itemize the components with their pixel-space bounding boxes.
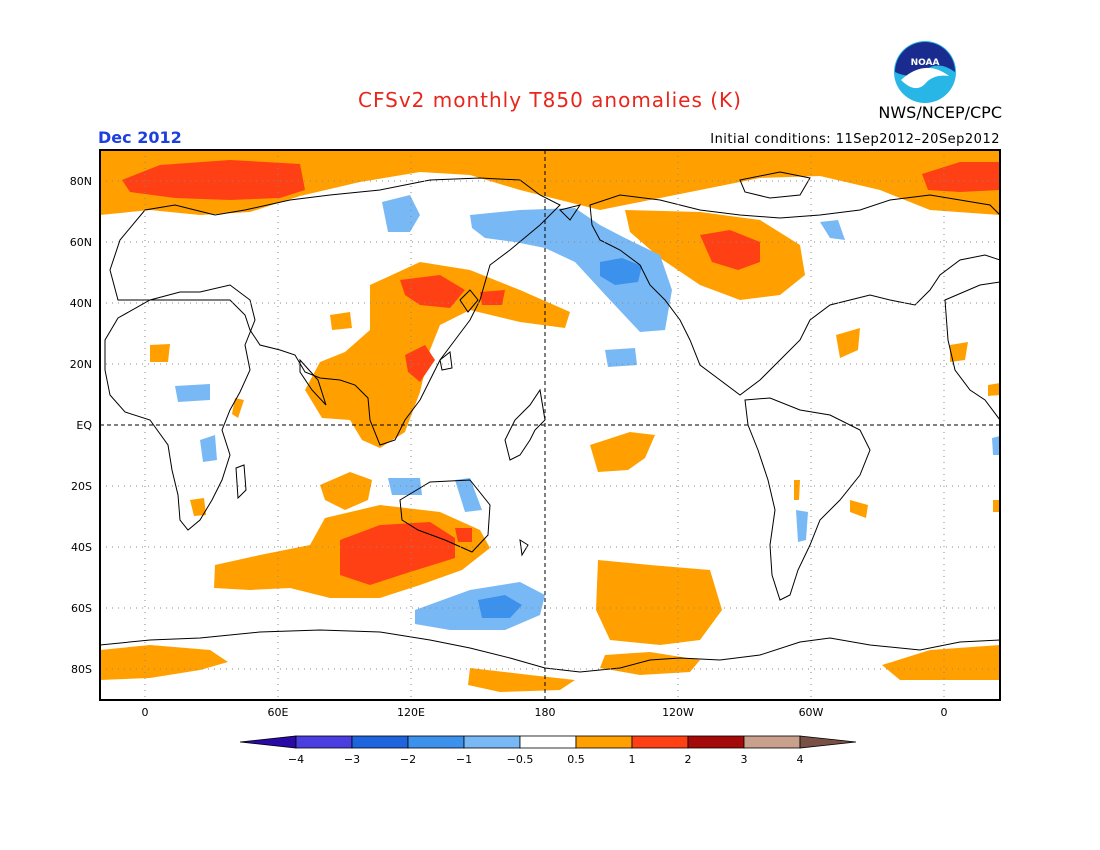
lat-label: 20S	[71, 480, 92, 493]
warm-anomaly-regions	[100, 150, 1000, 692]
colorbar-swatch	[687, 735, 745, 749]
colorbar-swatch	[631, 735, 689, 749]
lat-label: 80S	[71, 663, 92, 676]
colorbar-label: 0.5	[567, 753, 585, 766]
colorbar-label: 3	[741, 753, 748, 766]
colorbar-swatch	[799, 735, 857, 749]
colorbar-swatch	[519, 735, 577, 749]
noaa-logo-icon: NOAA	[894, 41, 956, 103]
colorbar-label: −4	[288, 753, 304, 766]
colorbar-swatch	[575, 735, 633, 749]
lon-label: 0	[941, 706, 948, 719]
color-bar	[239, 735, 857, 749]
lon-axis: 0 60E 120E 180 120W 60W 0	[142, 706, 948, 719]
logo-text: NOAA	[911, 58, 940, 68]
colorbar-label: −0.5	[507, 753, 534, 766]
colorbar-label: 1	[629, 753, 636, 766]
coastlines	[100, 171, 1000, 673]
initial-conditions-label: Initial conditions: 11Sep2012–20Sep2012	[710, 132, 1000, 147]
strong-warm-anomaly-regions	[122, 160, 1000, 585]
agency-label: NWS/NCEP/CPC	[878, 103, 1002, 122]
lat-label: EQ	[76, 419, 92, 432]
valid-month-label: Dec 2012	[98, 128, 182, 147]
lon-label: 120E	[397, 706, 425, 719]
graticule	[100, 150, 1000, 700]
lat-label: 60N	[70, 236, 92, 249]
colorbar-label: −3	[344, 753, 360, 766]
lon-label: 0	[142, 706, 149, 719]
lon-label: 60W	[799, 706, 824, 719]
colorbar-swatch	[463, 735, 521, 749]
lon-label: 120W	[662, 706, 694, 719]
colorbar-swatch	[239, 735, 297, 749]
map-title: CFSv2 monthly T850 anomalies (K)	[358, 88, 742, 112]
lat-label: 60S	[71, 602, 92, 615]
lat-label: 40N	[70, 297, 92, 310]
colorbar-swatch	[295, 735, 353, 749]
lat-label: 80N	[70, 175, 92, 188]
equator-dateline	[100, 150, 1000, 700]
colorbar-label: −1	[456, 753, 472, 766]
lat-label: 20N	[70, 358, 92, 371]
colorbar-swatch	[351, 735, 409, 749]
lon-label: 60E	[268, 706, 289, 719]
colorbar-label: 4	[797, 753, 804, 766]
cool-anomaly-regions	[175, 195, 1000, 630]
map-frame	[99, 149, 1001, 701]
lat-axis: 80N 60N 40N 20N EQ 20S 40S 60S 80S	[70, 175, 93, 676]
lat-label: 40S	[71, 541, 92, 554]
colorbar-swatch	[743, 735, 801, 749]
colorbar-swatch	[407, 735, 465, 749]
lon-label: 180	[535, 706, 556, 719]
colorbar-label: 2	[685, 753, 692, 766]
colorbar-labels: −4 −3 −2 −1 −0.5 0.5 1 2 3 4	[288, 753, 804, 766]
colorbar-label: −2	[400, 753, 416, 766]
strong-cool-anomaly-regions	[478, 258, 642, 618]
